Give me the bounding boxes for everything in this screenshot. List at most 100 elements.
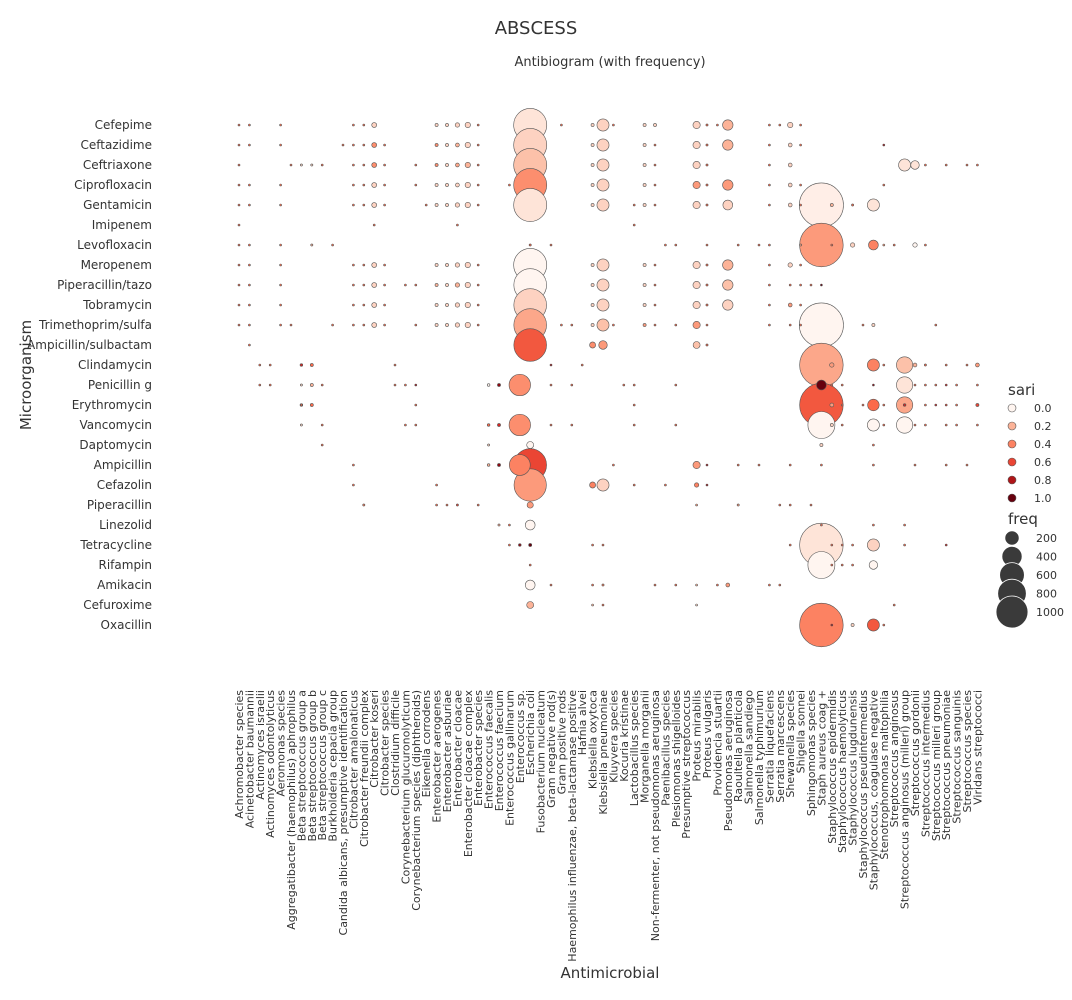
- data-point: [237, 323, 241, 327]
- data-point: [549, 363, 553, 367]
- data-point: [705, 183, 709, 187]
- legend-sari-label: 0.0: [1034, 402, 1052, 415]
- data-point: [591, 583, 594, 587]
- legend-sari-label: 0.6: [1034, 456, 1052, 469]
- data-point: [705, 483, 709, 487]
- data-point: [486, 463, 491, 467]
- x-tick-label: Stenotrophomonas maltophilia: [878, 690, 891, 860]
- x-tick-label: Lactobacillus species: [628, 690, 641, 806]
- y-tick-label: Imipenem: [92, 218, 152, 232]
- y-tick-label: Tetracycline: [79, 538, 152, 552]
- x-tick-label: Sphingomonas species: [805, 690, 818, 816]
- data-point: [787, 162, 793, 168]
- data-point: [787, 262, 793, 268]
- data-point: [787, 202, 793, 208]
- data-point: [590, 303, 595, 307]
- data-point: [872, 523, 875, 527]
- data-point: [279, 183, 282, 187]
- data-point: [570, 423, 574, 427]
- x-tick-label: Staphylococcus, coagulase negative: [867, 690, 880, 890]
- data-point: [596, 478, 610, 492]
- data-point: [820, 283, 823, 287]
- legend-sari-label: 0.2: [1034, 420, 1052, 433]
- data-point: [464, 162, 471, 169]
- data-point: [341, 143, 345, 147]
- x-tick-label: Shewanella species: [784, 690, 797, 798]
- data-point: [549, 583, 553, 587]
- data-point: [955, 383, 958, 387]
- data-point: [788, 503, 792, 507]
- data-point: [674, 243, 678, 247]
- data-point: [435, 483, 438, 487]
- data-point: [309, 403, 314, 407]
- data-point: [705, 163, 709, 167]
- data-point: [289, 163, 293, 167]
- data-point: [513, 188, 548, 222]
- legend-freq-label: 1000: [1036, 606, 1064, 619]
- x-tick-label: Viridans streptococci: [971, 690, 984, 805]
- data-point: [705, 143, 709, 147]
- data-point: [601, 603, 605, 607]
- data-point: [445, 263, 449, 267]
- data-point: [829, 362, 835, 368]
- data-point: [788, 463, 792, 467]
- data-point: [809, 283, 813, 287]
- data-point: [653, 143, 657, 147]
- data-point: [799, 303, 802, 307]
- data-point: [892, 603, 896, 607]
- data-point: [299, 423, 303, 427]
- x-tick-label: Citrobacter amalonaticus: [347, 690, 360, 829]
- data-point: [871, 323, 876, 327]
- data-point: [237, 243, 241, 247]
- data-point: [434, 323, 439, 327]
- data-point: [289, 323, 293, 327]
- data-point: [237, 303, 241, 307]
- y-tick-label: Tobramycin: [82, 298, 152, 312]
- x-tick-label: Burkholderia cepacia group: [327, 690, 340, 842]
- data-point: [560, 123, 563, 127]
- data-point: [768, 283, 771, 287]
- y-tick-label: Cefuroxime: [83, 598, 152, 612]
- data-point: [383, 203, 386, 207]
- data-point: [362, 503, 366, 507]
- legend: sari 0.0 0.2 0.4 0.6 0.8 1.0 freq 200 400 600 80…: [995, 381, 1064, 629]
- legend-freq-swatch: [1004, 530, 1020, 546]
- data-point: [445, 203, 449, 207]
- data-point: [653, 263, 657, 267]
- data-point: [414, 383, 418, 387]
- legend-freq-label: 800: [1036, 588, 1057, 601]
- data-point: [371, 282, 377, 288]
- y-tick-label: Daptomycin: [79, 438, 152, 452]
- data-point: [237, 223, 241, 227]
- data-point: [830, 383, 834, 387]
- legend-sari-label: 0.8: [1034, 474, 1052, 487]
- data-point: [768, 583, 771, 587]
- data-point: [424, 203, 428, 207]
- data-point: [596, 178, 610, 192]
- x-tick-label: Enterococcus sp.: [514, 690, 527, 783]
- data-point: [882, 143, 886, 147]
- data-point: [642, 163, 647, 167]
- data-point: [524, 519, 536, 531]
- data-point: [237, 143, 241, 147]
- y-tick-label: Linezolid: [99, 518, 152, 532]
- x-tick-label: Non-fermenter, not pseudomonas aeruginos…: [649, 690, 662, 941]
- data-point: [736, 463, 740, 467]
- data-point: [716, 583, 719, 587]
- data-point: [237, 263, 241, 267]
- x-tick-label: Acinetobacter baumannii: [243, 690, 256, 828]
- x-tick-label: Actinomyces israelii: [254, 690, 267, 800]
- legend-sari-entries: 0.0 0.2 0.4 0.6 0.8 1.0: [1007, 402, 1052, 505]
- data-point: [868, 560, 878, 570]
- x-tick-label: Enterococcus faecium: [493, 690, 506, 811]
- x-tick-label: Hafnia alvei: [576, 690, 589, 755]
- data-point: [445, 123, 449, 127]
- data-point: [589, 481, 596, 489]
- x-tick-label: Enterobacter cloacae: [451, 690, 464, 807]
- data-point: [590, 283, 595, 287]
- data-point: [851, 543, 854, 547]
- data-point: [309, 383, 314, 387]
- data-point: [434, 303, 439, 307]
- y-tick-label: Rifampin: [99, 558, 153, 572]
